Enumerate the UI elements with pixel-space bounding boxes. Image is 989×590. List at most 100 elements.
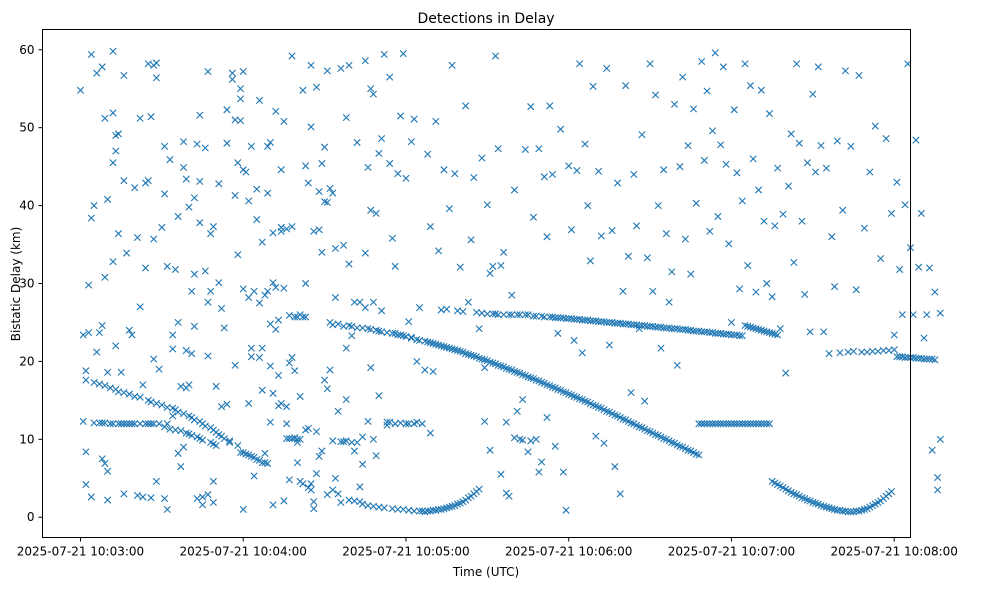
data-point xyxy=(358,500,367,508)
data-point xyxy=(904,60,912,68)
data-point xyxy=(133,491,142,500)
data-point xyxy=(79,417,87,425)
data-point xyxy=(394,170,402,178)
data-point xyxy=(136,303,144,311)
data-point xyxy=(139,493,147,501)
data-point xyxy=(673,361,681,369)
data-point xyxy=(527,437,535,445)
data-point xyxy=(738,420,746,428)
data-point xyxy=(377,134,386,143)
data-point xyxy=(836,349,844,357)
data-point xyxy=(226,438,234,447)
data-point xyxy=(727,331,736,339)
data-point xyxy=(581,140,589,148)
data-point xyxy=(277,399,285,408)
data-point xyxy=(616,490,624,498)
data-point xyxy=(321,376,329,384)
chart-title: Detections in Delay xyxy=(417,11,554,27)
data-point xyxy=(643,254,651,262)
data-point xyxy=(513,407,521,415)
y-tick-label: 10 xyxy=(19,432,34,446)
data-point xyxy=(774,164,782,172)
data-point xyxy=(752,420,760,428)
data-point xyxy=(386,73,394,81)
data-point xyxy=(215,180,223,188)
data-point xyxy=(258,238,266,246)
data-point xyxy=(163,420,171,428)
data-point xyxy=(109,258,117,266)
data-point xyxy=(196,177,204,186)
data-point xyxy=(131,420,139,428)
data-point xyxy=(369,435,378,443)
data-point xyxy=(302,313,310,321)
data-point xyxy=(375,392,383,400)
data-point xyxy=(386,418,394,426)
data-point xyxy=(150,235,158,243)
data-point xyxy=(179,163,188,171)
data-point xyxy=(624,252,632,260)
y-tick-label: 40 xyxy=(19,199,34,213)
data-point xyxy=(578,349,586,357)
data-point xyxy=(331,244,340,253)
data-point xyxy=(247,353,255,361)
data-point xyxy=(272,325,280,334)
data-point xyxy=(744,261,752,270)
data-point xyxy=(722,160,730,168)
data-point xyxy=(147,494,155,502)
data-point xyxy=(329,437,337,445)
data-point xyxy=(478,154,486,162)
data-point xyxy=(440,166,448,174)
data-point xyxy=(668,268,676,276)
data-point xyxy=(494,311,502,319)
data-point xyxy=(198,501,207,509)
data-point xyxy=(611,463,619,471)
data-point xyxy=(98,419,106,427)
data-point xyxy=(380,504,388,512)
data-point xyxy=(529,312,538,320)
data-point xyxy=(104,467,112,475)
data-point xyxy=(179,138,188,146)
data-point xyxy=(820,328,828,336)
data-point xyxy=(258,386,266,394)
data-point xyxy=(182,175,190,183)
data-point xyxy=(554,329,562,337)
data-point xyxy=(231,191,239,200)
data-point xyxy=(557,125,565,133)
data-point xyxy=(131,184,139,192)
data-point xyxy=(169,412,177,420)
data-point xyxy=(706,420,714,428)
data-point xyxy=(193,494,201,503)
data-point xyxy=(114,420,123,428)
data-point xyxy=(909,311,917,319)
data-point xyxy=(746,420,755,428)
data-point xyxy=(331,293,340,302)
data-point xyxy=(369,90,378,98)
data-point xyxy=(190,194,198,202)
data-point xyxy=(405,420,413,428)
data-point xyxy=(299,480,307,488)
data-point xyxy=(608,226,616,235)
data-point xyxy=(603,318,611,327)
data-point xyxy=(830,283,839,291)
data-point xyxy=(155,365,163,373)
data-point xyxy=(654,202,662,210)
data-point xyxy=(546,102,554,110)
data-point xyxy=(934,486,942,494)
data-point xyxy=(543,233,551,241)
data-point xyxy=(687,270,695,278)
data-point xyxy=(283,420,291,428)
data-point xyxy=(93,348,101,356)
data-point xyxy=(858,348,866,356)
data-point xyxy=(266,320,274,328)
data-point xyxy=(915,263,923,271)
y-axis: 0 10 20 30 40 50 60 xyxy=(19,43,43,524)
data-point xyxy=(361,304,369,312)
data-point xyxy=(133,233,142,242)
data-point xyxy=(353,138,361,147)
data-point xyxy=(649,287,657,295)
data-point xyxy=(388,234,396,242)
data-point xyxy=(207,230,215,238)
data-point xyxy=(407,333,415,341)
data-point xyxy=(920,355,928,363)
data-point xyxy=(163,505,171,514)
